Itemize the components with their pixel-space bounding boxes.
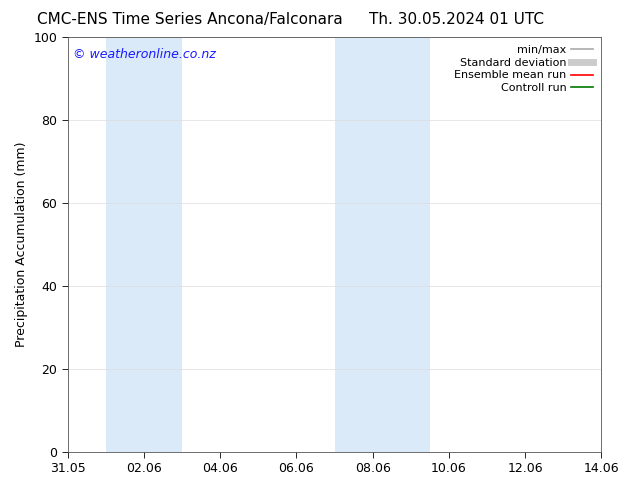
Bar: [335, 37, 430, 452]
Text: Th. 30.05.2024 01 UTC: Th. 30.05.2024 01 UTC: [369, 12, 544, 27]
Bar: [106, 37, 182, 452]
Text: CMC-ENS Time Series Ancona/Falconara: CMC-ENS Time Series Ancona/Falconara: [37, 12, 343, 27]
Text: © weatheronline.co.nz: © weatheronline.co.nz: [73, 48, 216, 60]
Y-axis label: Precipitation Accumulation (mm): Precipitation Accumulation (mm): [15, 142, 28, 347]
Legend: min/max, Standard deviation, Ensemble mean run, Controll run: min/max, Standard deviation, Ensemble me…: [452, 43, 595, 96]
